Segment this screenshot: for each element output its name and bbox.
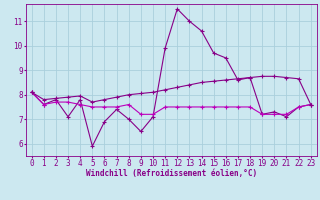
X-axis label: Windchill (Refroidissement éolien,°C): Windchill (Refroidissement éolien,°C) — [86, 169, 257, 178]
